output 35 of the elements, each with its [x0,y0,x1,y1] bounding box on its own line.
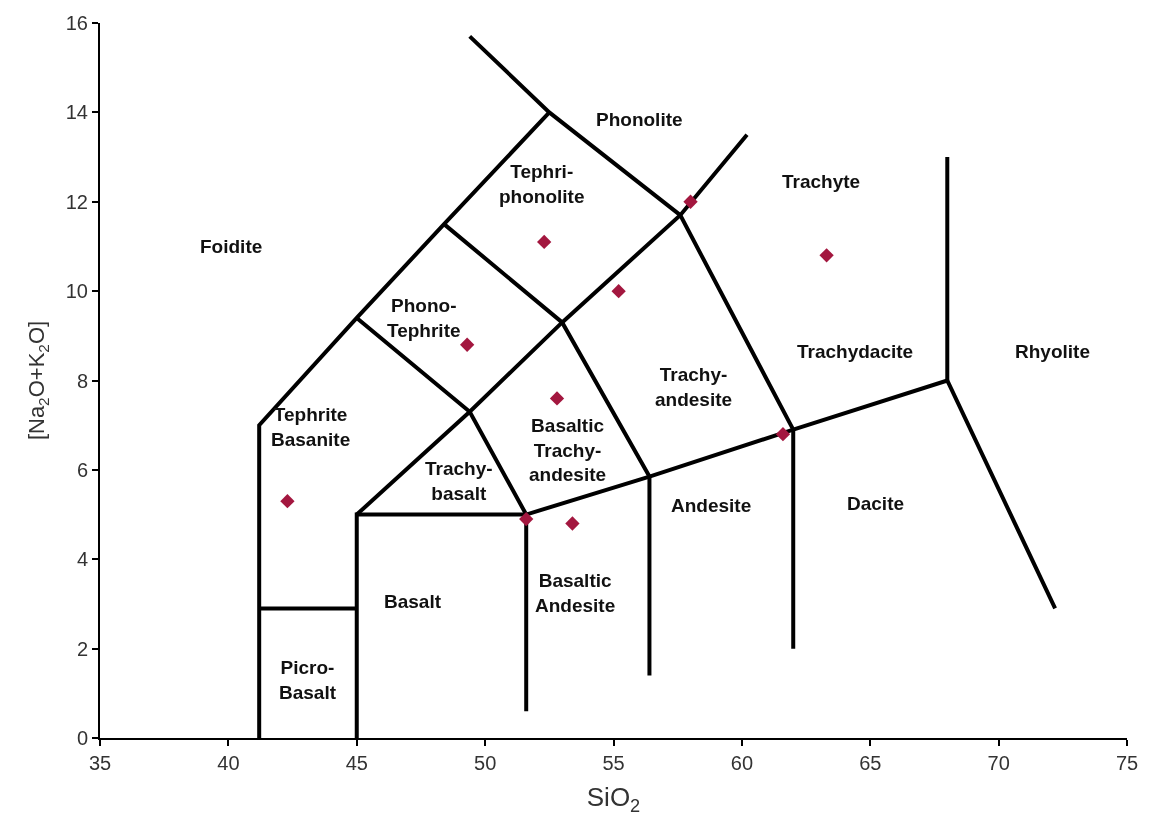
annotation: Trachyte [782,171,861,192]
x-tick-label: 55 [602,752,625,774]
annotation: Andesite [671,495,752,516]
y-tick-label: 0 [76,727,88,749]
annotation: Phono- Tephrite [387,295,461,341]
annotation: Foidite [200,236,263,257]
x-axis-title: SiO$_{2}$ [586,782,641,816]
y-tick-label: 12 [65,190,88,213]
annotation: Basaltic Andesite [535,570,616,616]
annotation: Tephrite Basanite [271,404,351,450]
x-tick-label: 50 [474,752,497,774]
x-tick-label: 45 [345,752,368,774]
annotation: Basalt [384,591,442,612]
annotation: Phonolite [596,109,683,130]
annotation: Picro- Basalt [279,657,337,703]
y-tick-label: 2 [76,637,88,660]
x-tick-label: 70 [987,752,1010,774]
x-tick-label: 75 [1115,752,1139,774]
x-tick-label: 60 [730,752,754,774]
annotation: Dacite [847,493,905,514]
y-tick-label: 4 [76,548,88,571]
y-tick-label: 14 [65,101,88,124]
annotation: Trachydacite [797,341,914,362]
annotation: Basaltic Trachy- andesite [529,415,607,486]
annotation: Trachy- andesite [655,364,733,410]
annotation: Tephri- phonolite [499,161,585,207]
x-tick-label: 40 [217,752,240,774]
y-tick-label: 6 [76,458,88,481]
x-tick-label: 65 [859,752,882,774]
y-tick-label: 10 [65,280,88,303]
y-tick-label: 16 [65,12,88,34]
x-tick-label: 35 [88,752,112,774]
annotation: Rhyolite [1015,341,1090,362]
y-tick-label: 8 [76,369,88,392]
annotation: Trachy- basalt [425,458,493,504]
